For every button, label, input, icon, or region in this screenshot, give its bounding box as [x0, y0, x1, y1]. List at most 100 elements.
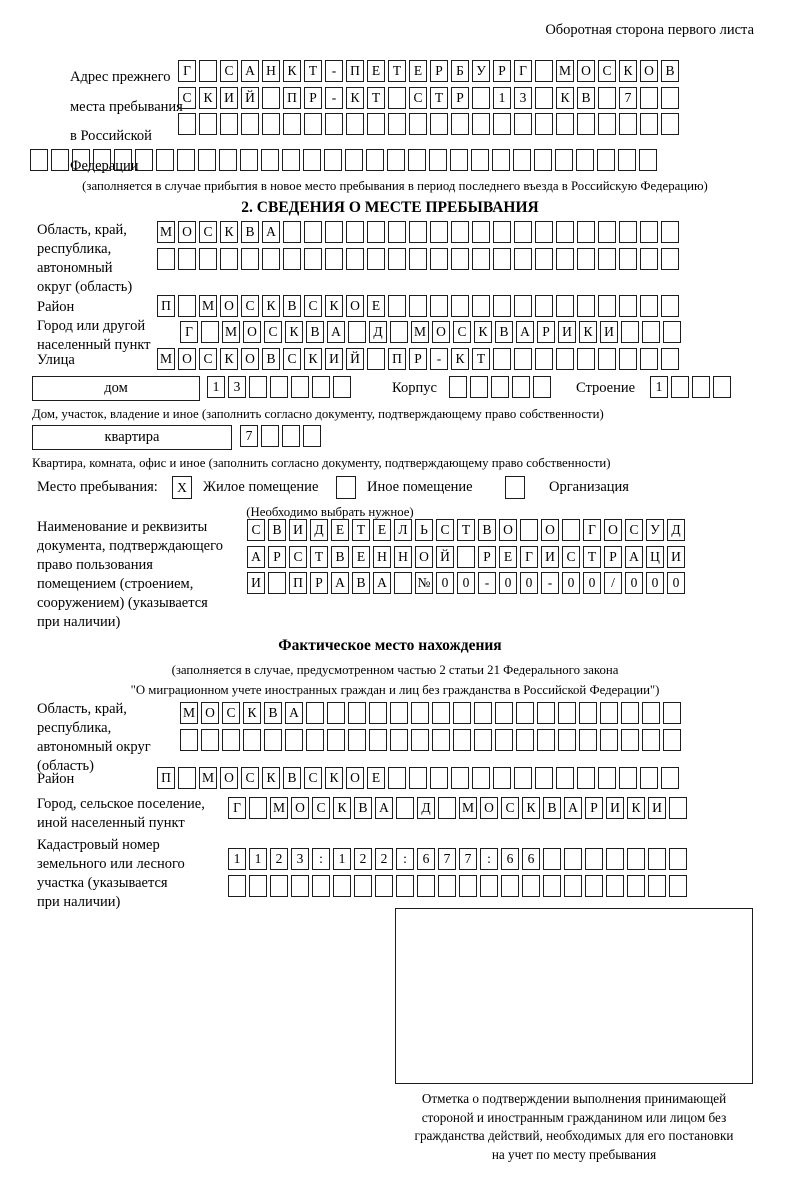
char-cell[interactable]: 1	[333, 848, 351, 870]
char-cell[interactable]	[408, 149, 426, 171]
char-cell[interactable]	[430, 113, 448, 135]
char-cell[interactable]: №	[415, 572, 433, 594]
char-cell[interactable]: 1	[650, 376, 668, 398]
char-cell[interactable]: Е	[367, 767, 385, 789]
char-cell[interactable]: Р	[537, 321, 555, 343]
char-cell[interactable]: Р	[585, 797, 603, 819]
char-cell[interactable]: С	[222, 702, 240, 724]
char-cell[interactable]	[387, 149, 405, 171]
char-cell[interactable]: К	[304, 348, 322, 370]
char-cell[interactable]	[429, 149, 447, 171]
char-cell[interactable]	[390, 702, 408, 724]
char-cell[interactable]	[409, 113, 427, 135]
char-cell[interactable]	[663, 702, 681, 724]
char-cell[interactable]	[493, 348, 511, 370]
char-cell[interactable]: В	[331, 545, 349, 568]
char-cell[interactable]: С	[289, 545, 307, 568]
char-cell[interactable]: 0	[583, 572, 601, 594]
char-cell[interactable]: Н	[394, 545, 412, 568]
char-cell[interactable]	[535, 221, 553, 243]
char-cell[interactable]	[345, 149, 363, 171]
char-cell[interactable]	[555, 149, 573, 171]
char-cell[interactable]	[648, 848, 666, 870]
char-cell[interactable]: К	[199, 86, 217, 109]
char-cell[interactable]	[333, 376, 351, 398]
char-cell[interactable]	[354, 874, 372, 897]
char-cell[interactable]	[388, 767, 406, 789]
char-cell[interactable]: К	[333, 797, 351, 819]
char-cell[interactable]	[178, 113, 196, 135]
char-cell[interactable]: В	[352, 572, 370, 594]
char-cell[interactable]	[367, 348, 385, 370]
char-cell[interactable]: К	[220, 221, 238, 243]
char-cell[interactable]	[472, 86, 490, 109]
char-cell[interactable]	[180, 728, 198, 751]
char-cell[interactable]	[282, 149, 300, 171]
char-cell[interactable]	[543, 848, 561, 870]
char-cell[interactable]	[430, 295, 448, 317]
char-cell[interactable]	[325, 113, 343, 135]
char-cell[interactable]	[619, 295, 637, 317]
char-cell[interactable]: П	[157, 767, 175, 789]
char-cell[interactable]	[451, 767, 469, 789]
char-cell[interactable]: Р	[268, 545, 286, 568]
char-cell[interactable]: М	[180, 702, 198, 724]
char-cell[interactable]	[493, 221, 511, 243]
char-cell[interactable]	[642, 728, 660, 751]
char-cell[interactable]	[432, 728, 450, 751]
char-cell[interactable]	[285, 728, 303, 751]
char-cell[interactable]: К	[285, 321, 303, 343]
char-cell[interactable]	[627, 874, 645, 897]
char-cell[interactable]: Е	[367, 60, 385, 82]
char-cell[interactable]: Д	[667, 519, 685, 541]
char-cell[interactable]	[472, 767, 490, 789]
char-cell[interactable]	[409, 295, 427, 317]
char-cell[interactable]: И	[558, 321, 576, 343]
char-cell[interactable]: А	[331, 572, 349, 594]
char-cell[interactable]	[597, 149, 615, 171]
char-cell[interactable]: Е	[373, 519, 391, 541]
char-cell[interactable]	[348, 702, 366, 724]
char-cell[interactable]	[450, 149, 468, 171]
char-cell[interactable]: Й	[241, 86, 259, 109]
char-cell[interactable]	[51, 149, 69, 171]
char-cell[interactable]: В	[262, 348, 280, 370]
char-cell[interactable]	[177, 149, 195, 171]
char-cell[interactable]: И	[667, 545, 685, 568]
char-cell[interactable]	[661, 767, 679, 789]
char-cell[interactable]	[396, 797, 414, 819]
char-cell[interactable]	[627, 848, 645, 870]
char-cell[interactable]	[640, 86, 658, 109]
char-cell[interactable]	[135, 149, 153, 171]
char-cell[interactable]	[304, 247, 322, 270]
char-cell[interactable]: Ц	[646, 545, 664, 568]
char-cell[interactable]: 0	[646, 572, 664, 594]
char-cell[interactable]	[432, 702, 450, 724]
char-cell[interactable]	[472, 113, 490, 135]
char-cell[interactable]	[367, 113, 385, 135]
char-cell[interactable]	[514, 348, 532, 370]
char-cell[interactable]	[409, 247, 427, 270]
char-cell[interactable]	[480, 874, 498, 897]
char-cell[interactable]	[537, 728, 555, 751]
char-cell[interactable]: Т	[430, 86, 448, 109]
char-cell[interactable]: 0	[436, 572, 454, 594]
char-cell[interactable]: 7	[438, 848, 456, 870]
char-cell[interactable]	[661, 221, 679, 243]
char-cell[interactable]	[661, 86, 679, 109]
char-cell[interactable]	[514, 113, 532, 135]
char-cell[interactable]	[577, 113, 595, 135]
char-cell[interactable]: И	[648, 797, 666, 819]
char-cell[interactable]: П	[346, 60, 364, 82]
char-cell[interactable]: Д	[369, 321, 387, 343]
char-cell[interactable]: К	[220, 348, 238, 370]
char-cell[interactable]	[585, 874, 603, 897]
char-cell[interactable]: С	[436, 519, 454, 541]
char-cell[interactable]	[558, 702, 576, 724]
char-cell[interactable]	[262, 247, 280, 270]
char-cell[interactable]: У	[472, 60, 490, 82]
char-cell[interactable]: С	[312, 797, 330, 819]
char-cell[interactable]: К	[346, 86, 364, 109]
char-cell[interactable]	[713, 376, 731, 398]
char-cell[interactable]: В	[306, 321, 324, 343]
